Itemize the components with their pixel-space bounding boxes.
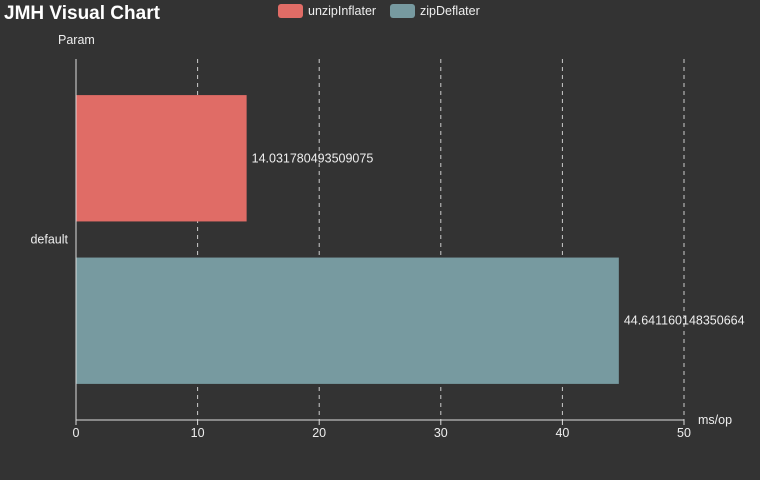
category-labels: default (30, 233, 68, 247)
x-tick-label: 30 (434, 426, 448, 440)
legend: unzipInflater zipDeflater (278, 4, 480, 18)
y-axis-name: Param (58, 33, 95, 47)
legend-swatch[interactable] (390, 4, 415, 18)
x-tick-label: 40 (555, 426, 569, 440)
legend-label[interactable]: unzipInflater (308, 4, 376, 18)
chart-title: JMH Visual Chart (4, 3, 161, 24)
x-tick-label: 0 (73, 426, 80, 440)
data-label: 44.641160148350664 (624, 314, 745, 328)
x-axis-name: ms/op (698, 413, 732, 427)
x-tick-label: 50 (677, 426, 691, 440)
bar-zipDeflater[interactable] (76, 257, 619, 384)
category-label: default (30, 233, 68, 247)
x-tick-label: 10 (191, 426, 205, 440)
bars (76, 95, 619, 384)
legend-label[interactable]: zipDeflater (420, 4, 480, 18)
x-tick-label: 20 (312, 426, 326, 440)
bar-unzipInflater[interactable] (76, 95, 247, 222)
x-axis-ticks: 0 10 20 30 40 50 (73, 420, 691, 440)
legend-swatch[interactable] (278, 4, 303, 18)
data-label: 14.031780493509075 (252, 151, 374, 165)
data-labels: 14.031780493509075 44.641160148350664 (252, 151, 745, 327)
